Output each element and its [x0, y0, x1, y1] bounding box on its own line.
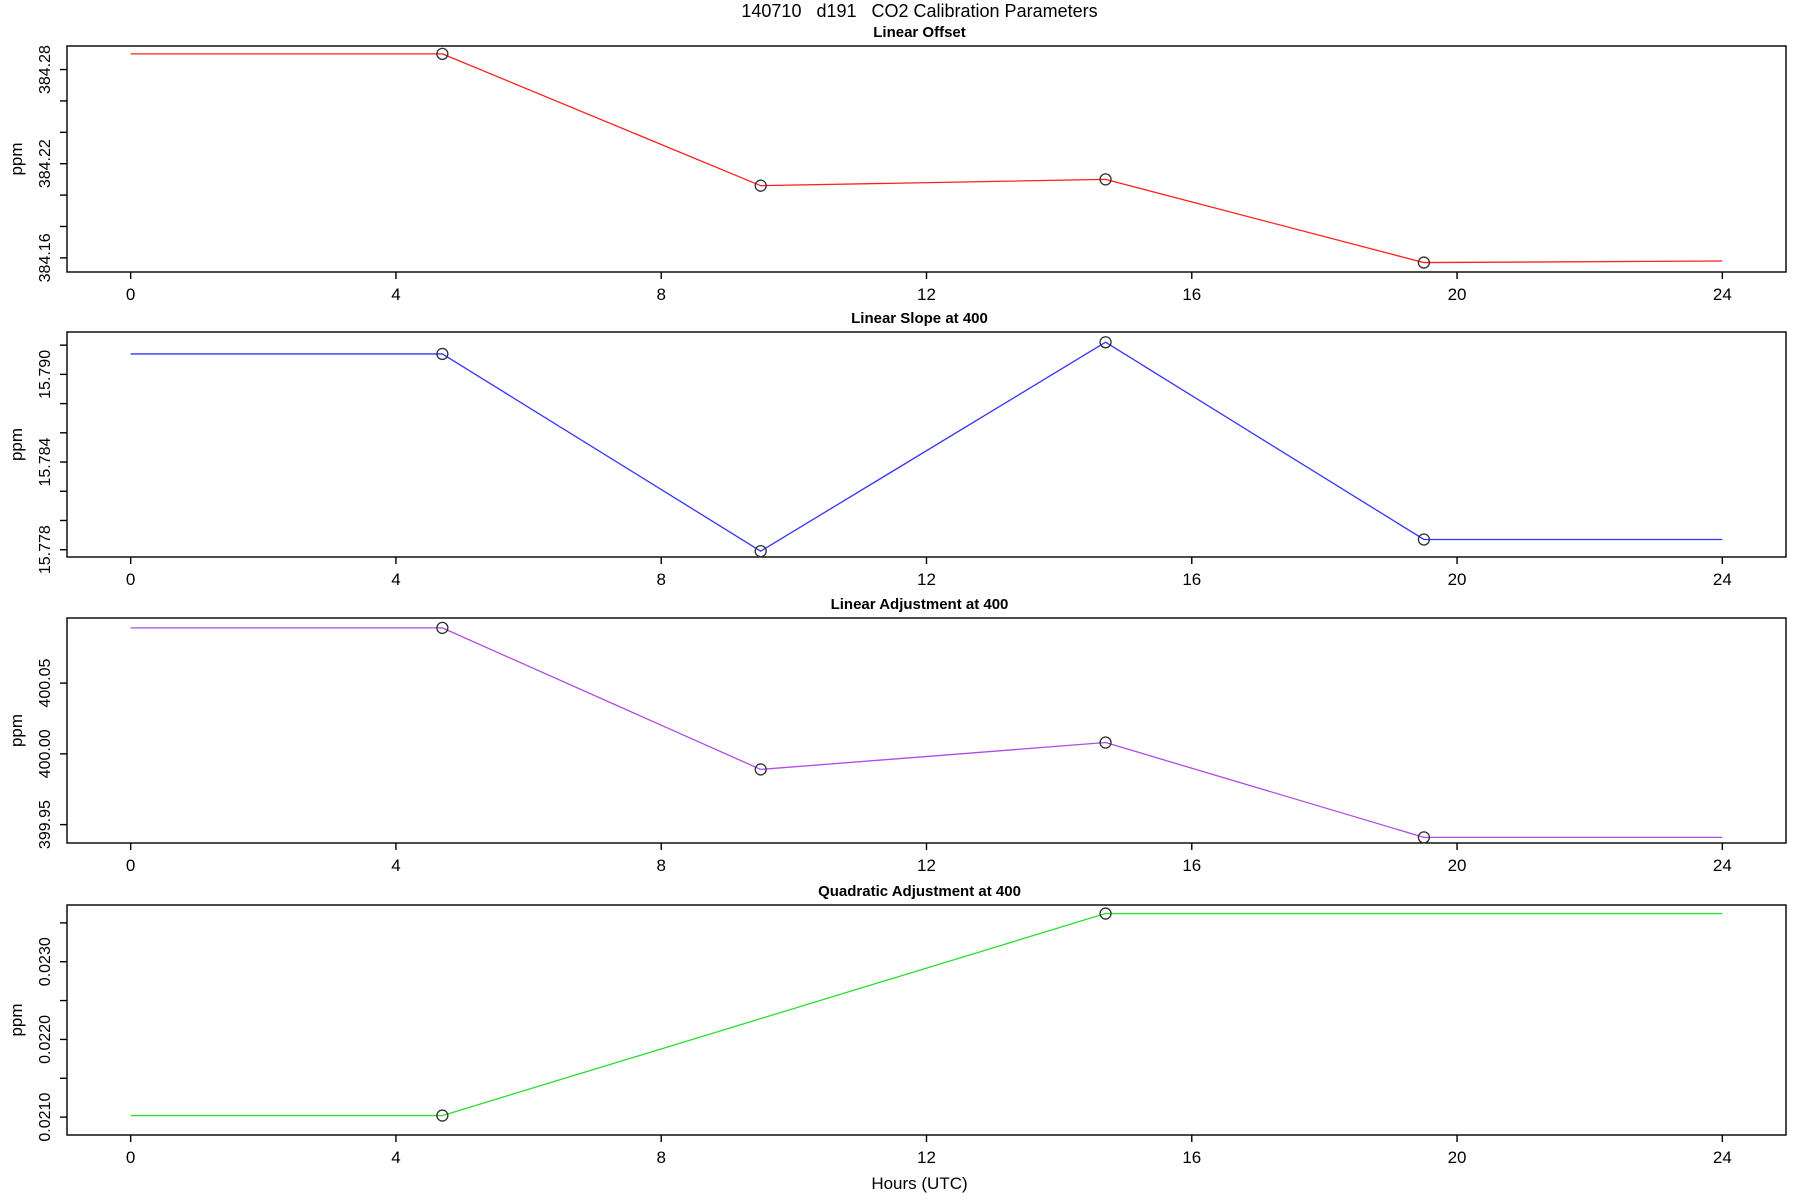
panel-2: 399.95 400.00 400.05 ppm 0 4 8 12 16 20 24 [7, 617, 1787, 875]
panel-title-linear-offset: Linear Offset [873, 24, 966, 41]
x-tick-label: 4 [391, 856, 400, 875]
x-tick-label: 8 [656, 285, 665, 304]
data-point-marker [436, 47, 449, 60]
y-tick-label: 0.0230 [37, 937, 54, 986]
plot-frame [66, 617, 1787, 844]
y-tick-label: 0.0210 [37, 1093, 54, 1142]
x-tick-label: 4 [391, 570, 400, 589]
x-tick-label: 12 [917, 856, 936, 875]
plot-frame [66, 331, 1787, 558]
plot-frame [66, 904, 1787, 1136]
y-tick-label: 399.95 [37, 800, 54, 849]
x-tick-label: 20 [1448, 856, 1467, 875]
x-axis-title: Hours (UTC) [871, 1174, 968, 1193]
plot-frame [66, 45, 1787, 273]
x-tick-label: 12 [917, 570, 936, 589]
x-tick-label: 16 [1182, 285, 1201, 304]
data-point-marker [1417, 831, 1431, 844]
page-title: 140710 d191 CO2 Calibration Parameters [741, 1, 1098, 21]
y-tick-label: 384.16 [37, 233, 54, 282]
series-line [130, 341, 1723, 552]
panel-title-quadratic-adjustment: Quadratic Adjustment at 400 [818, 883, 1021, 900]
y-tick-label: 15.790 [37, 350, 54, 399]
x-tick-label: 20 [1448, 1148, 1467, 1167]
y-tick-label: 0.0220 [37, 1015, 54, 1064]
y-axis-label: ppm [7, 1003, 26, 1036]
data-point-marker [754, 763, 767, 776]
x-tick-label: 20 [1448, 285, 1467, 304]
x-tick-label: 4 [391, 1148, 400, 1167]
y-axis-label: ppm [7, 714, 26, 747]
data-point-marker [1417, 533, 1431, 546]
y-tick-label: 384.28 [37, 45, 54, 94]
x-tick-label: 0 [126, 570, 135, 589]
panel-0: 384.16 384.22 384.28 ppm 0 4 8 12 16 20 24 [7, 45, 1787, 304]
series-line [130, 912, 1723, 1117]
x-tick-label: 16 [1182, 570, 1201, 589]
series-line [130, 53, 1723, 264]
y-tick-label: 15.778 [37, 525, 54, 574]
x-tick-label: 0 [126, 1148, 135, 1167]
y-axis-label: ppm [7, 428, 26, 461]
x-tick-label: 8 [656, 1148, 665, 1167]
x-tick-label: 12 [917, 1148, 936, 1167]
x-tick-label: 24 [1713, 570, 1732, 589]
x-tick-label: 4 [391, 285, 400, 304]
data-point-marker [1099, 336, 1112, 349]
data-point-marker [1099, 907, 1112, 920]
x-tick-label: 16 [1182, 856, 1201, 875]
panel-title-linear-slope: Linear Slope at 400 [851, 310, 988, 327]
data-point-marker [754, 545, 767, 558]
panel-title-linear-adjustment: Linear Adjustment at 400 [830, 596, 1009, 613]
y-tick-label: 400.00 [37, 729, 54, 778]
x-tick-label: 16 [1182, 1148, 1201, 1167]
y-tick-label: 400.05 [37, 659, 54, 708]
x-tick-label: 24 [1713, 856, 1732, 875]
x-tick-label: 0 [126, 856, 135, 875]
x-tick-label: 20 [1448, 570, 1467, 589]
panel-1: 15.778 15.784 15.790 ppm 0 4 8 12 16 20 24 [7, 331, 1787, 589]
x-tick-label: 24 [1713, 1148, 1732, 1167]
data-point-marker [754, 179, 767, 192]
x-tick-label: 8 [656, 570, 665, 589]
data-point-marker [1099, 736, 1112, 749]
y-tick-label: 15.784 [37, 437, 54, 486]
y-tick-label: 384.22 [37, 139, 54, 188]
data-point-marker [1099, 173, 1112, 186]
data-point-marker [436, 621, 449, 635]
y-axis-label: ppm [7, 142, 26, 175]
x-tick-label: 0 [126, 285, 135, 304]
x-tick-label: 8 [656, 856, 665, 875]
panel-3: 0.0210 0.0220 0.0230 ppm 0 4 8 12 16 20 24 [7, 904, 1787, 1167]
data-point-marker [1417, 256, 1431, 269]
data-point-marker [436, 347, 449, 361]
data-point-marker [436, 1109, 449, 1122]
x-tick-label: 12 [917, 285, 936, 304]
x-tick-label: 24 [1713, 285, 1732, 304]
series-line [130, 627, 1723, 838]
